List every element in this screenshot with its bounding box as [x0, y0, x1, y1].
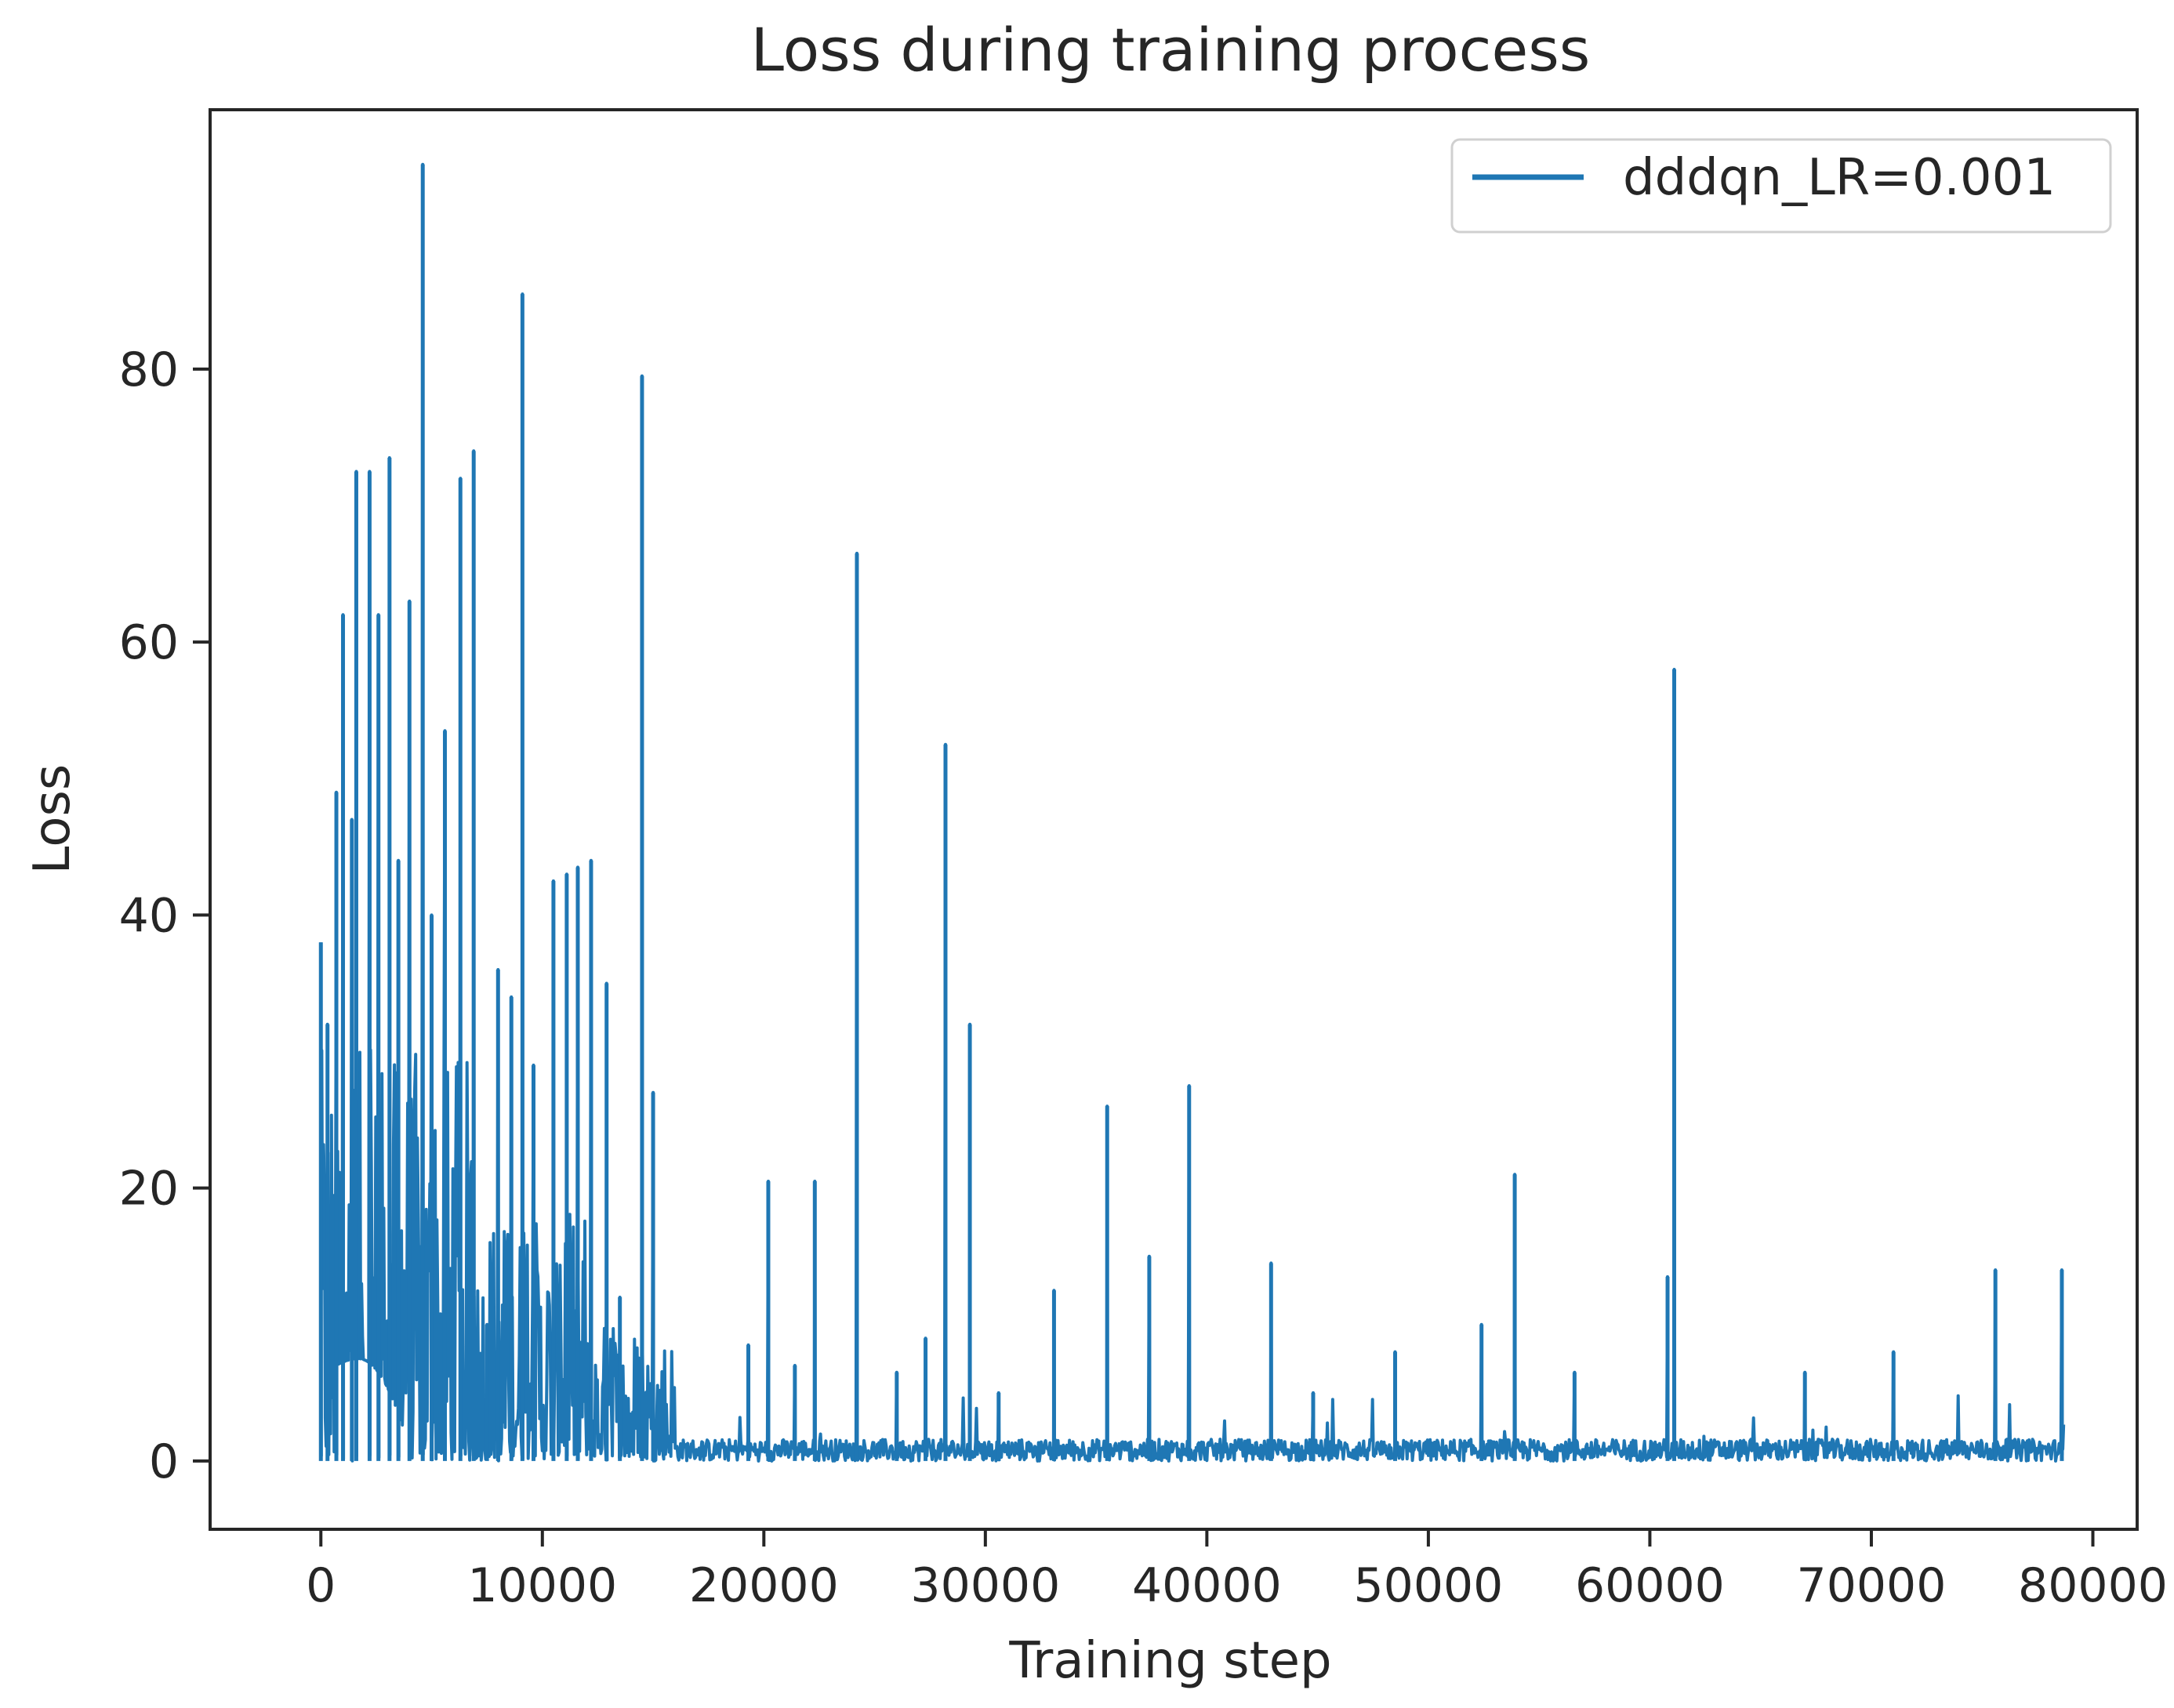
y-tick-label: 40	[119, 888, 179, 943]
chart-title: Loss during training process	[751, 15, 1591, 85]
x-tick-label: 50000	[1353, 1558, 1503, 1613]
legend: dddqn_LR=0.001	[1450, 138, 2112, 234]
legend-box	[1450, 138, 2112, 234]
loss-series-line	[319, 162, 2066, 1463]
x-tick-label: 0	[306, 1558, 336, 1613]
y-tick-label: 0	[149, 1434, 179, 1489]
y-tick-label: 20	[119, 1162, 179, 1217]
x-axis-label: Training step	[1008, 1632, 1331, 1690]
x-tick-label: 60000	[1575, 1558, 1725, 1613]
x-tick-label: 20000	[689, 1558, 839, 1613]
x-tick-label: 80000	[2018, 1558, 2168, 1613]
legend-label: dddqn_LR=0.001	[1623, 149, 2056, 207]
y-axis-label: Loss	[24, 764, 82, 874]
y-tick-label: 80	[119, 343, 179, 397]
plot-frame	[209, 108, 2139, 1531]
y-tick-label: 60	[119, 615, 179, 670]
series-layer	[318, 162, 2066, 1463]
x-tick-label: 70000	[1797, 1558, 1947, 1613]
y-axis-ticks: 0 20 40 60 80	[119, 343, 210, 1489]
x-tick-label: 40000	[1132, 1558, 1282, 1613]
x-tick-label: 30000	[910, 1558, 1060, 1613]
x-axis-ticks: 0 10000 20000 30000 40000 50000 60000 70000 8000…	[306, 1529, 2168, 1613]
x-tick-label: 10000	[467, 1558, 617, 1613]
